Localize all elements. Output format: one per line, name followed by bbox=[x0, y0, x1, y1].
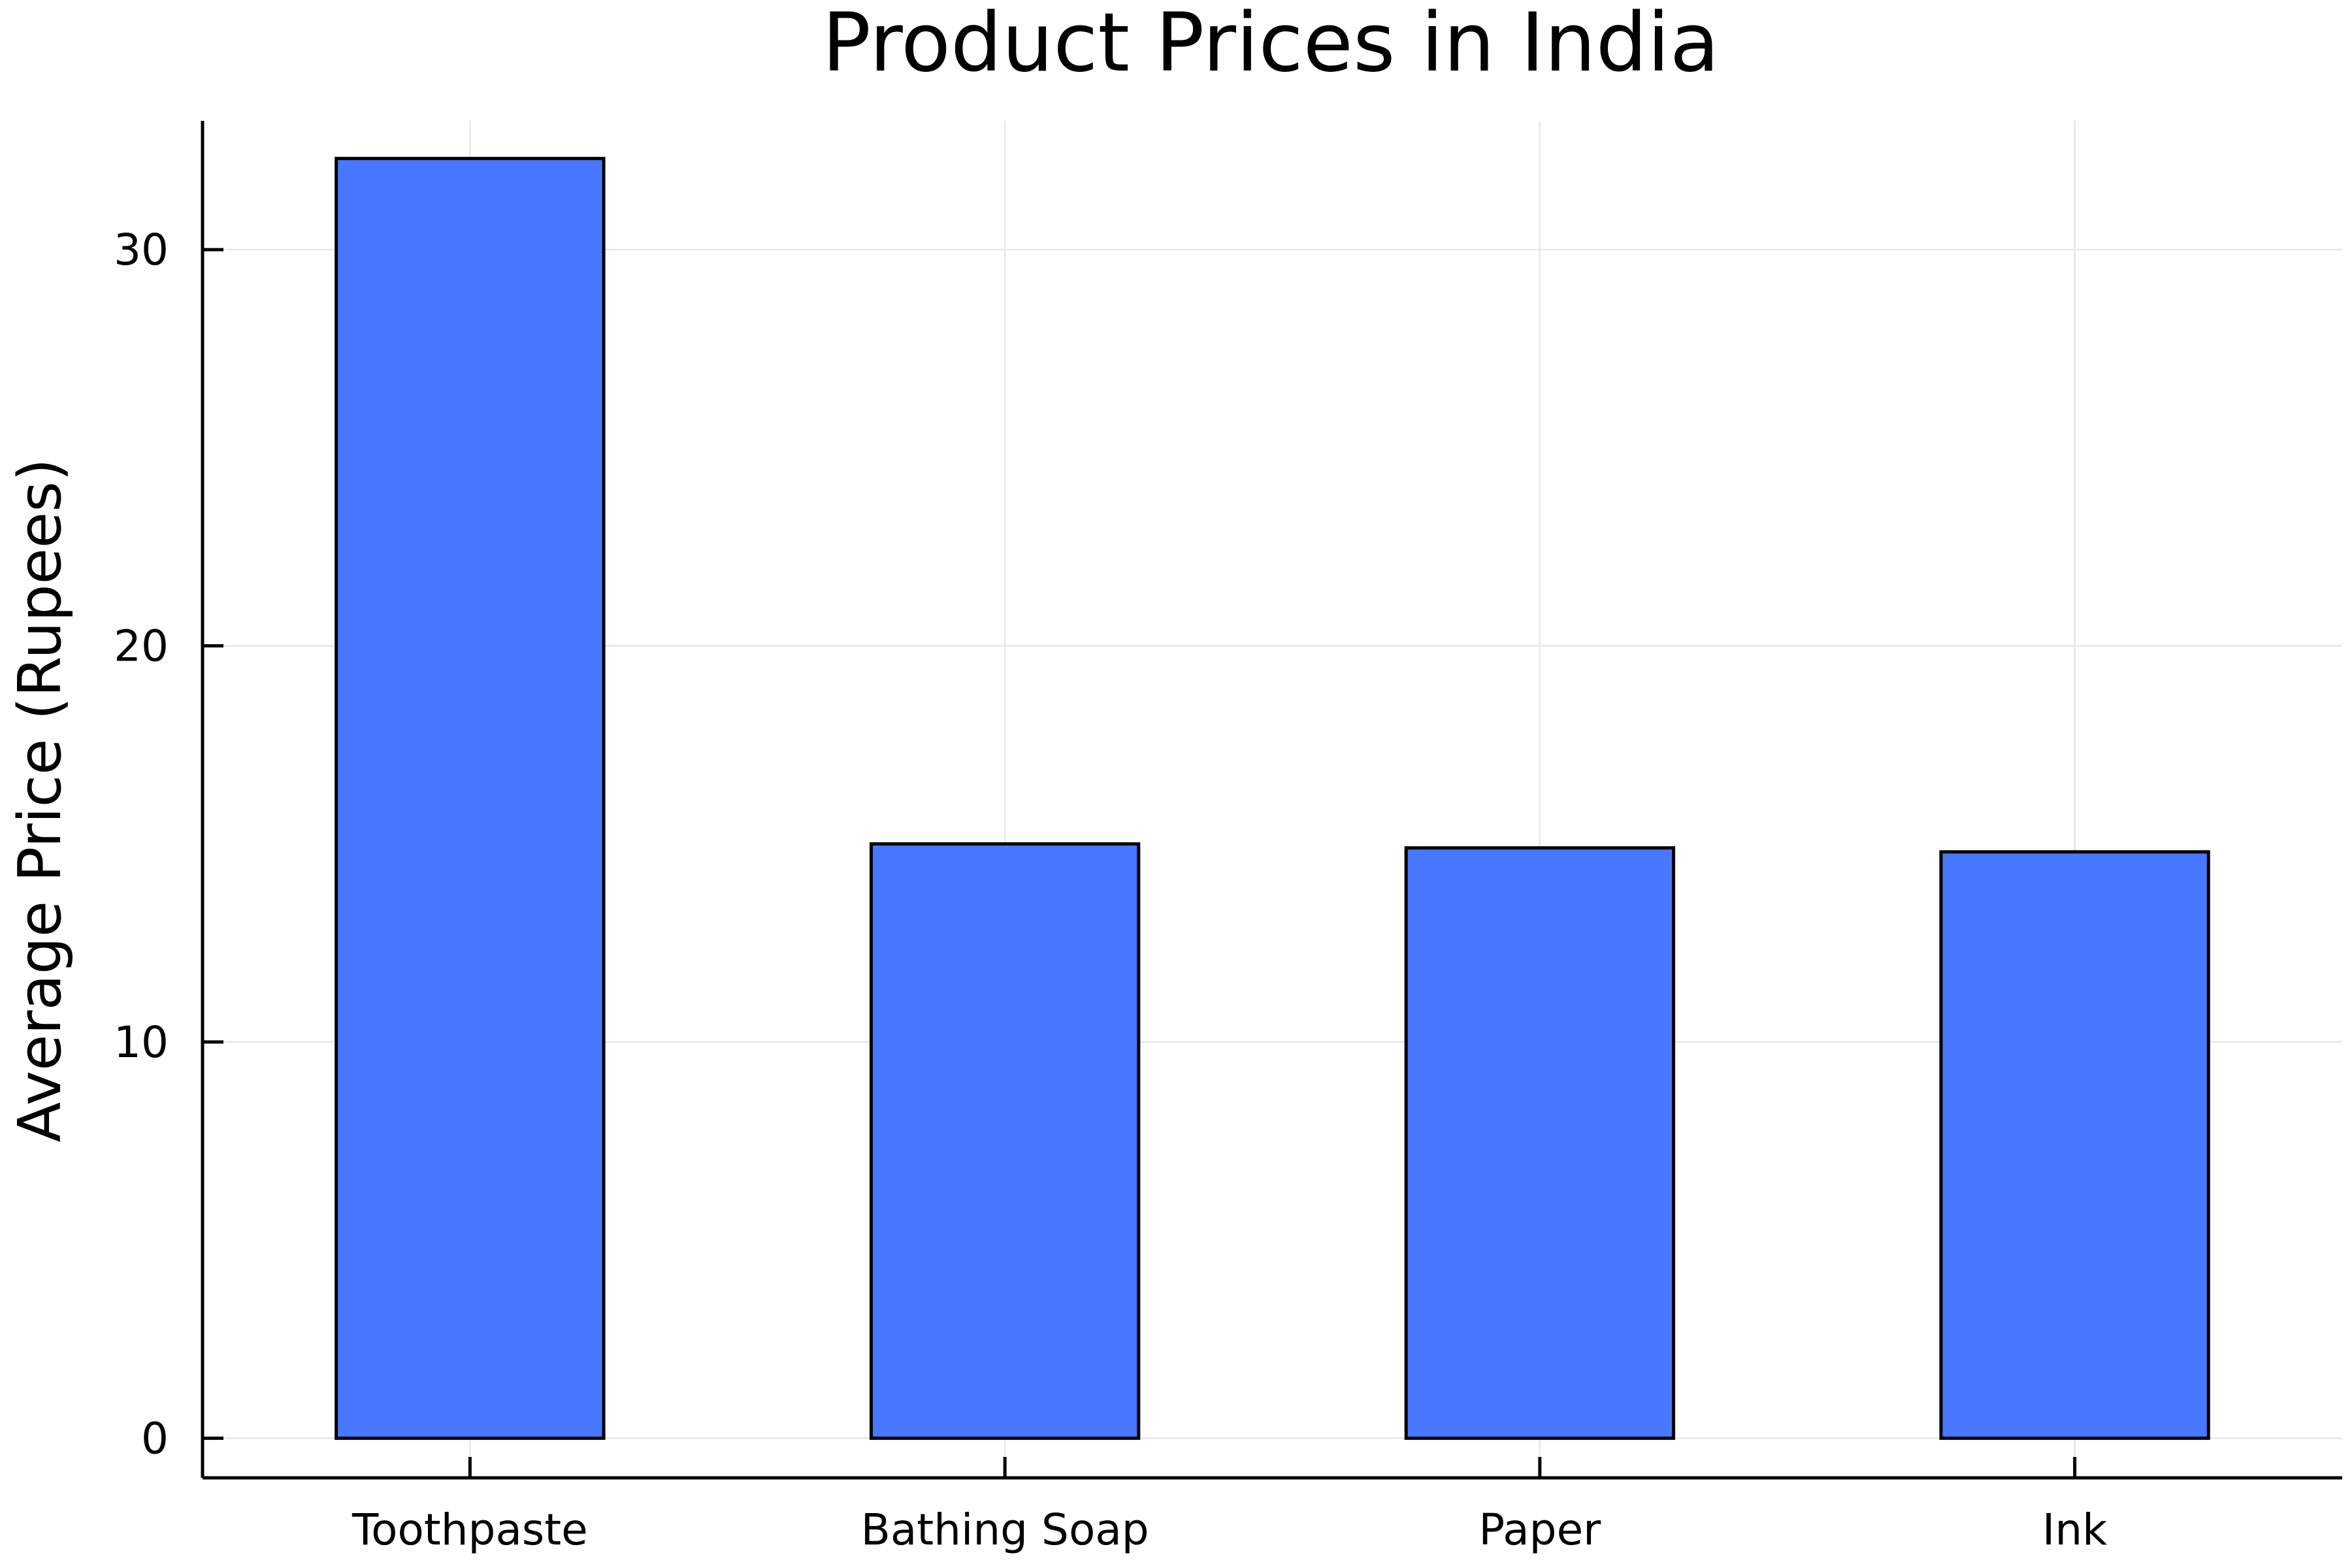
x-tick-label: Bathing Soap bbox=[861, 1505, 1149, 1555]
x-tick-label: Ink bbox=[2042, 1505, 2108, 1555]
bars bbox=[335, 157, 2210, 1440]
bar-paper bbox=[1404, 846, 1676, 1440]
axes bbox=[201, 121, 2342, 1480]
y-tick-label: 20 bbox=[114, 621, 169, 672]
bar-toothpaste bbox=[335, 157, 606, 1440]
y-tick-label: 30 bbox=[114, 225, 169, 275]
chart-title: Product Prices in India bbox=[822, 0, 1720, 90]
y-tick-label: 10 bbox=[114, 1017, 169, 1068]
y-axis-label: Average Price (Rupees) bbox=[6, 459, 74, 1143]
tick-labels: 0 10 20 30 Toothpaste Bathing Soap Paper Ink bbox=[114, 225, 2108, 1555]
bar-ink bbox=[1939, 850, 2210, 1440]
x-tick-label: Toothpaste bbox=[351, 1505, 588, 1555]
y-tick-label: 0 bbox=[141, 1413, 169, 1463]
bar-bathing-soap bbox=[869, 842, 1141, 1440]
x-tick-label: Paper bbox=[1478, 1505, 1601, 1555]
